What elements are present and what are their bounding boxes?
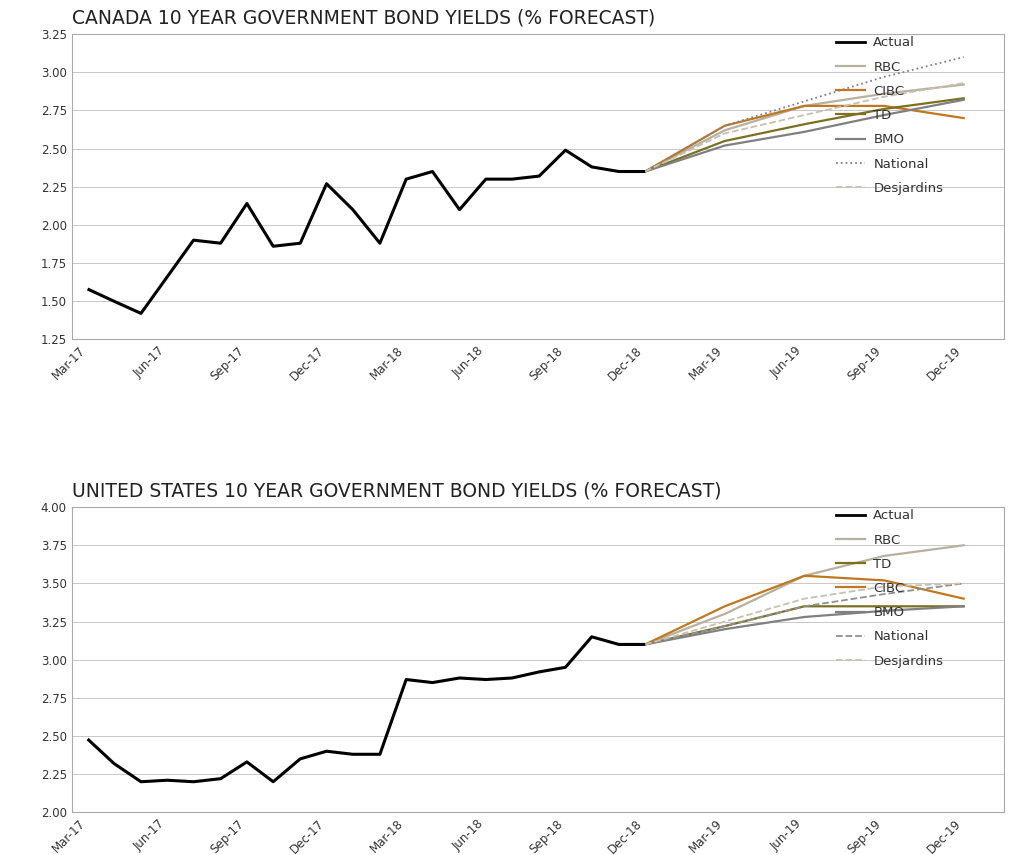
Text: CANADA 10 YEAR GOVERNMENT BOND YIELDS (% FORECAST): CANADA 10 YEAR GOVERNMENT BOND YIELDS (%… — [72, 8, 655, 27]
Legend: Actual, RBC, TD, CIBC, BMO, National, Desjardins: Actual, RBC, TD, CIBC, BMO, National, De… — [831, 504, 948, 673]
Legend: Actual, RBC, CIBC, TD, BMO, National, Desjardins: Actual, RBC, CIBC, TD, BMO, National, De… — [831, 31, 948, 200]
Text: UNITED STATES 10 YEAR GOVERNMENT BOND YIELDS (% FORECAST): UNITED STATES 10 YEAR GOVERNMENT BOND YI… — [72, 481, 721, 500]
